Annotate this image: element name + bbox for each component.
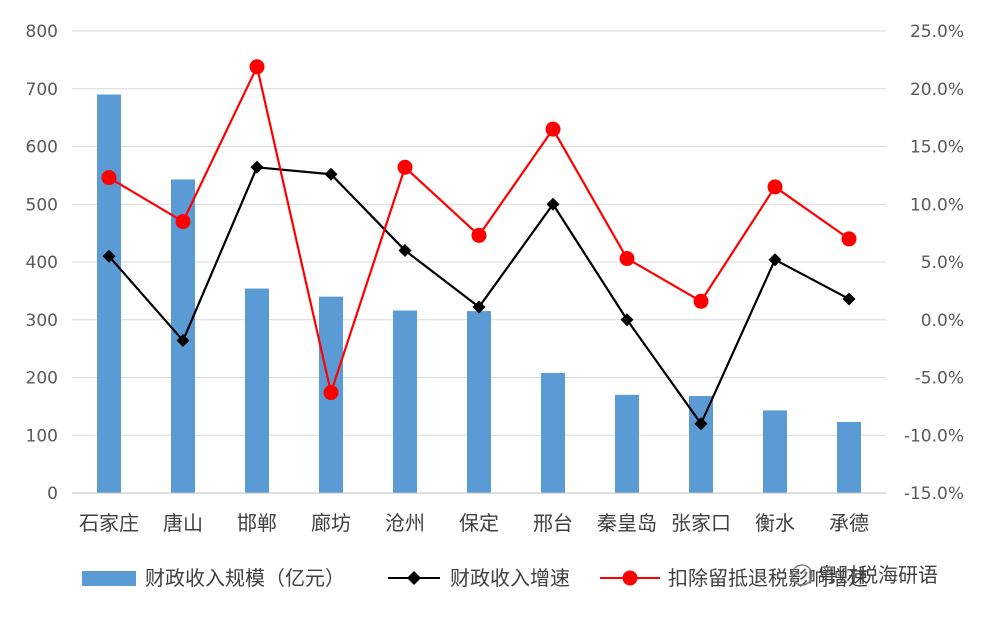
bar bbox=[97, 94, 121, 494]
legend: 财政收入规模（亿元） 财政收入增速 扣除留抵退税影响增速 bbox=[82, 566, 868, 590]
y-left-tick-label: 800 bbox=[26, 22, 58, 42]
x-tick-label: 保定 bbox=[459, 511, 499, 535]
y-right-tick-label: 20.0% bbox=[910, 80, 964, 100]
bar-series bbox=[97, 94, 861, 494]
bar bbox=[467, 311, 491, 493]
data-point bbox=[841, 231, 857, 247]
bar bbox=[541, 372, 565, 493]
watermark: 粤财税海研语 bbox=[791, 563, 938, 587]
x-tick-label: 衡水 bbox=[755, 511, 795, 535]
y-right-tick-label: 5.0% bbox=[921, 253, 964, 273]
wechat-icon bbox=[791, 564, 813, 586]
legend-label: 财政收入规模（亿元） bbox=[145, 566, 345, 590]
y-right-tick-label: 25.0% bbox=[910, 22, 964, 42]
data-point bbox=[175, 214, 191, 230]
y-right-tick-label: -10.0% bbox=[904, 426, 964, 446]
data-point bbox=[546, 197, 560, 211]
data-point bbox=[767, 179, 783, 195]
y-left-tick-label: 100 bbox=[26, 426, 58, 446]
x-tick-label: 石家庄 bbox=[79, 511, 139, 535]
bar bbox=[763, 410, 787, 493]
x-tick-label: 承德 bbox=[829, 511, 869, 535]
watermark-text: 粤财税海研语 bbox=[818, 563, 938, 587]
y-left-tick-label: 300 bbox=[26, 311, 58, 331]
x-tick-label: 沧州 bbox=[385, 511, 425, 535]
x-tick-label: 廊坊 bbox=[311, 511, 351, 535]
y-right-tick-label: 10.0% bbox=[910, 195, 964, 215]
legend-swatch-bar bbox=[82, 571, 136, 586]
data-point bbox=[249, 59, 265, 75]
y-right-tick-label: -15.0% bbox=[904, 484, 964, 504]
data-point bbox=[323, 385, 339, 401]
legend-swatch-marker bbox=[407, 571, 421, 585]
y-left-tick-label: 700 bbox=[26, 80, 58, 100]
legend-label: 扣除留抵退税影响增速 bbox=[668, 566, 868, 590]
y-left-tick-label: 600 bbox=[26, 138, 58, 158]
y-left-tick-label: 0 bbox=[47, 484, 58, 504]
line-series bbox=[101, 59, 857, 431]
data-point bbox=[472, 300, 486, 314]
data-point bbox=[768, 253, 782, 267]
data-point bbox=[398, 243, 412, 257]
x-tick-label: 秦皇岛 bbox=[597, 511, 657, 535]
data-point bbox=[397, 159, 413, 175]
data-point bbox=[693, 293, 709, 309]
data-point bbox=[101, 170, 117, 186]
data-point bbox=[545, 121, 561, 137]
bar bbox=[837, 421, 861, 493]
data-point bbox=[471, 227, 487, 243]
data-point bbox=[250, 160, 264, 174]
y-right-tick-label: 15.0% bbox=[910, 138, 964, 158]
axes: 0 100 200 300 400 500 600 700 800 -15.0% -10.0% -5.… bbox=[26, 22, 964, 535]
y-right-tick-label: -5.0% bbox=[915, 369, 964, 389]
y-left-tick-label: 400 bbox=[26, 253, 58, 273]
y-left-tick-label: 200 bbox=[26, 369, 58, 389]
x-tick-label: 唐山 bbox=[163, 511, 203, 535]
data-point bbox=[176, 334, 190, 348]
bar bbox=[245, 288, 269, 493]
data-point bbox=[620, 313, 634, 327]
bar bbox=[615, 394, 639, 493]
x-tick-label: 邯郸 bbox=[237, 511, 277, 535]
bar bbox=[393, 310, 417, 493]
x-tick-label: 张家口 bbox=[671, 511, 731, 535]
y-right-tick-label: 0.0% bbox=[921, 311, 964, 331]
data-point bbox=[694, 417, 708, 431]
y-left-tick-label: 500 bbox=[26, 195, 58, 215]
data-point bbox=[324, 167, 338, 181]
legend-label: 财政收入增速 bbox=[450, 566, 570, 590]
legend-swatch-marker bbox=[622, 570, 638, 586]
x-tick-label: 邢台 bbox=[533, 511, 573, 535]
data-point bbox=[842, 292, 856, 306]
data-point bbox=[102, 249, 116, 263]
data-point bbox=[619, 251, 635, 267]
